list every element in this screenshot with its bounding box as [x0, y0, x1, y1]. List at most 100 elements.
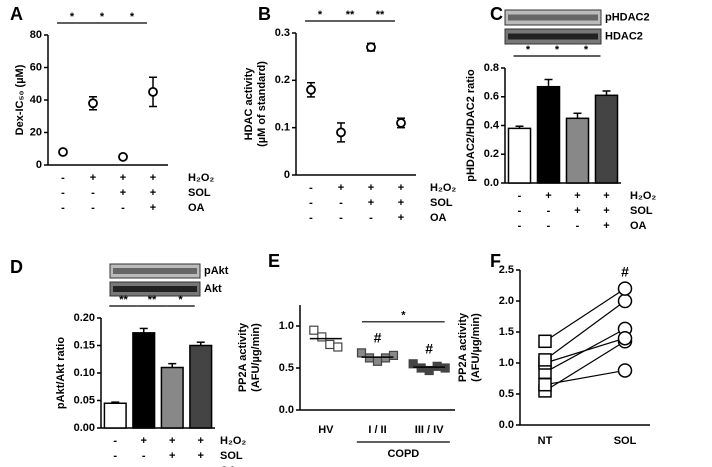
point — [118, 151, 128, 162]
y-tick-label: 2.5 — [499, 264, 514, 276]
y-tick-label: 0.4 — [484, 119, 500, 131]
condition-sign: - — [547, 220, 551, 232]
panel-letter: D — [10, 257, 23, 277]
condition-sign: - — [113, 435, 117, 447]
bar — [160, 366, 184, 429]
y-tick-label: 1.5 — [499, 326, 514, 338]
group-label: COPD — [387, 448, 419, 460]
point — [617, 363, 633, 378]
condition-sign: - — [61, 187, 65, 199]
y-tick-label: 0.6 — [484, 91, 499, 103]
x-tick-label: I / II — [368, 424, 386, 436]
point — [366, 42, 376, 53]
condition-sign: + — [150, 172, 156, 184]
significance-label: ** — [376, 9, 385, 21]
condition-name: OA — [430, 212, 447, 224]
condition-sign: - — [113, 465, 117, 467]
condition-sign: - — [369, 212, 373, 224]
point — [617, 281, 633, 296]
condition-sign: + — [141, 435, 147, 447]
condition-name: SOL — [630, 205, 653, 217]
point — [148, 86, 158, 97]
condition-name: OA — [220, 465, 237, 467]
condition-name: H₂O₂ — [220, 435, 246, 447]
condition-sign: - — [142, 465, 146, 467]
condition-sign: + — [169, 435, 175, 447]
blot-label: pAkt — [204, 265, 229, 277]
condition-sign: + — [198, 435, 204, 447]
point — [538, 334, 552, 349]
y-tick-label: 60 — [30, 61, 42, 73]
condition-sign: - — [61, 172, 65, 184]
significance-label: * — [130, 11, 135, 23]
y-axis-label: Dex-IC₅₀ (µM) — [14, 64, 26, 135]
condition-sign: + — [169, 450, 175, 462]
condition-name: OA — [188, 202, 205, 214]
significance-label: ** — [119, 294, 128, 306]
panel-letter: F — [490, 251, 501, 271]
significance-label: * — [584, 44, 589, 56]
point — [58, 147, 68, 157]
bar — [132, 332, 156, 429]
condition-sign: - — [547, 205, 551, 217]
condition-sign: - — [61, 202, 65, 214]
y-tick-label: 0.0 — [279, 404, 294, 416]
condition-name: H₂O₂ — [188, 172, 214, 184]
condition-sign: - — [309, 212, 313, 224]
blot-band-dark — [113, 268, 197, 274]
y-tick-label: 0.00 — [74, 422, 95, 434]
significance-label: * — [178, 294, 183, 306]
point — [88, 98, 98, 109]
x-tick-label: HV — [318, 424, 334, 436]
y-tick-label: 0.5 — [499, 388, 514, 400]
condition-sign: + — [198, 450, 204, 462]
y-tick-label: 0.0 — [499, 419, 514, 431]
y-tick-label: 1.0 — [499, 357, 514, 369]
condition-sign: + — [603, 220, 609, 232]
y-axis-label: pHDAC2/HDAC2 ratio — [465, 69, 477, 182]
condition-sign: + — [150, 202, 156, 214]
condition-sign: - — [339, 212, 343, 224]
point — [617, 330, 633, 346]
bar — [565, 117, 590, 184]
pair-line — [544, 369, 626, 386]
condition-sign: + — [545, 190, 551, 202]
condition-sign: - — [518, 205, 522, 217]
significance-label: * — [526, 44, 531, 56]
significance-label: * — [555, 44, 560, 56]
condition-sign: - — [91, 187, 95, 199]
y-tick-label: 0.8 — [484, 62, 499, 74]
y-axis-label: (AFU/µg/min) — [250, 323, 262, 392]
condition-sign: - — [142, 450, 146, 462]
y-tick-label: 0.0 — [484, 177, 499, 189]
y-tick-label: 0.1 — [275, 122, 290, 134]
pair-line — [544, 300, 626, 361]
condition-sign: + — [603, 205, 609, 217]
point — [440, 363, 450, 373]
y-tick-label: 2.0 — [499, 295, 514, 307]
condition-sign: - — [309, 182, 313, 194]
significance-label: ** — [346, 9, 355, 21]
condition-sign: - — [576, 220, 580, 232]
condition-sign: + — [198, 465, 204, 467]
significance-label: * — [70, 11, 75, 23]
y-axis-label: PP2A activity — [237, 322, 249, 392]
y-axis-label: PP2A activity — [457, 312, 469, 382]
condition-sign: + — [120, 172, 126, 184]
y-tick-label: 0.2 — [484, 148, 499, 160]
y-axis-label: pAkt/Akt ratio — [55, 337, 67, 409]
y-tick-label: 0.5 — [279, 362, 294, 374]
y-tick-label: 0.15 — [74, 339, 95, 351]
condition-sign: - — [121, 202, 125, 214]
condition-sign: - — [113, 450, 117, 462]
point — [309, 325, 319, 335]
point — [336, 127, 346, 138]
annotation: # — [425, 341, 433, 357]
condition-name: SOL — [430, 197, 453, 209]
y-tick-label: 0.10 — [74, 367, 95, 379]
bar — [536, 85, 561, 184]
significance-label: ** — [148, 294, 157, 306]
bar — [507, 127, 532, 184]
significance-label: * — [401, 310, 406, 322]
